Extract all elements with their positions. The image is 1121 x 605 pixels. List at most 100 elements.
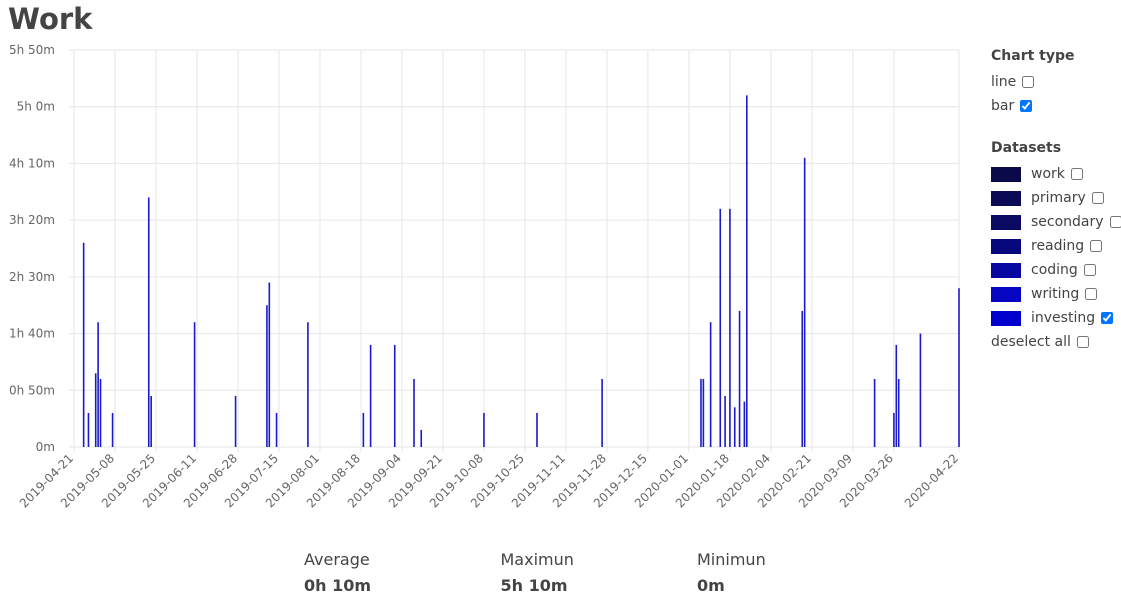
dataset-option: primary	[991, 186, 1121, 210]
stat: Minimun 0m	[697, 550, 766, 595]
stat-label: Maximun	[500, 550, 574, 569]
checkbox[interactable]	[1101, 312, 1114, 324]
checkbox[interactable]	[1022, 76, 1035, 88]
y-tick-label: 0m	[36, 440, 55, 454]
checkbox[interactable]	[1070, 168, 1083, 180]
y-tick-label: 2h 30m	[9, 270, 55, 284]
stat: Maximun 5h 10m	[501, 550, 574, 595]
y-tick-label: 3h 20m	[9, 213, 55, 227]
color-swatch	[991, 310, 1021, 326]
bar	[268, 282, 271, 447]
dataset-label: secondary	[1031, 214, 1104, 230]
bar	[733, 407, 736, 447]
dataset-label: coding	[1031, 262, 1078, 278]
bar	[958, 288, 960, 447]
bar	[738, 310, 741, 447]
bar	[275, 412, 278, 447]
deselect-all: deselect all	[991, 330, 1121, 354]
bar	[369, 344, 372, 447]
color-swatch	[991, 214, 1021, 230]
bar	[719, 208, 722, 447]
bar	[150, 395, 152, 447]
checkbox[interactable]	[1020, 100, 1033, 112]
bar	[307, 322, 309, 447]
chart-type-option: bar	[991, 94, 1121, 118]
option-label: deselect all	[991, 334, 1071, 350]
stat-value: 5h 10m	[500, 576, 568, 595]
bar	[393, 344, 396, 447]
dataset-option: work	[991, 162, 1121, 186]
bar	[111, 412, 114, 447]
dataset-option: writing	[991, 282, 1121, 306]
dataset-option: coding	[991, 258, 1121, 282]
bar	[413, 378, 415, 447]
bar	[702, 378, 705, 447]
bar	[97, 322, 99, 447]
bar	[803, 157, 806, 447]
option-label: line	[991, 74, 1017, 90]
bar	[362, 412, 365, 447]
checkbox[interactable]	[1076, 336, 1089, 348]
y-tick-label: 5h 0m	[17, 100, 55, 114]
checkbox[interactable]	[1085, 288, 1098, 300]
stat-value: 0m	[697, 576, 725, 595]
bar	[745, 95, 748, 447]
option-label: bar	[991, 98, 1015, 114]
checkbox[interactable]	[1109, 216, 1121, 228]
bar	[82, 242, 85, 447]
dataset-option: investing	[991, 306, 1121, 330]
stat-value: 0h 10m	[304, 576, 372, 595]
sidebar: Chart type line bar Datasets work primary seco…	[991, 46, 1121, 354]
dataset-label: work	[1031, 166, 1065, 182]
bar	[893, 412, 895, 447]
chart: 0m 0h 50m 1h 40m 2h 30m 3h 20m 4h 10m 5h 0m 5h …	[9, 43, 961, 510]
bar	[193, 322, 196, 447]
page-title: Work	[8, 2, 93, 36]
bar	[94, 373, 97, 447]
color-swatch	[991, 262, 1021, 278]
y-tick-label: 5h 50m	[9, 43, 55, 57]
checkbox[interactable]	[1091, 192, 1104, 204]
section-heading: Datasets	[991, 140, 1062, 156]
dataset-option: reading	[991, 234, 1121, 258]
bar	[724, 395, 726, 447]
color-swatch	[991, 190, 1021, 206]
bar	[87, 412, 90, 447]
dataset-label: investing	[1031, 310, 1096, 326]
bar	[536, 412, 538, 447]
bar	[873, 378, 876, 447]
bar	[266, 305, 268, 447]
bar	[483, 412, 485, 447]
dataset-label: primary	[1031, 190, 1086, 206]
x-tick-label: 2020-04-22	[902, 451, 961, 510]
bar	[700, 378, 702, 447]
chart-type-option: line	[991, 70, 1121, 94]
bar	[709, 322, 712, 447]
bar	[99, 378, 102, 447]
stat: Average 0h 10m	[304, 550, 371, 595]
checkbox[interactable]	[1083, 264, 1096, 276]
color-swatch	[991, 238, 1021, 254]
y-tick-label: 0h 50m	[9, 383, 55, 397]
bar	[801, 310, 804, 447]
checkbox[interactable]	[1090, 240, 1103, 252]
bar	[919, 333, 922, 447]
bar	[234, 395, 237, 447]
section-heading: Chart type	[991, 48, 1075, 64]
bar	[895, 344, 898, 447]
dataset-option: secondary	[991, 210, 1121, 234]
dataset-label: writing	[1031, 286, 1080, 302]
bar	[743, 401, 746, 447]
stat-label: Average	[304, 550, 370, 569]
color-swatch	[991, 166, 1021, 182]
dataset-label: reading	[1031, 238, 1085, 254]
bar	[147, 197, 150, 447]
bar	[897, 378, 900, 447]
stat-label: Minimun	[697, 550, 766, 569]
color-swatch	[991, 286, 1021, 302]
bar	[729, 208, 731, 447]
bar	[420, 429, 423, 447]
y-tick-label: 1h 40m	[9, 327, 55, 341]
